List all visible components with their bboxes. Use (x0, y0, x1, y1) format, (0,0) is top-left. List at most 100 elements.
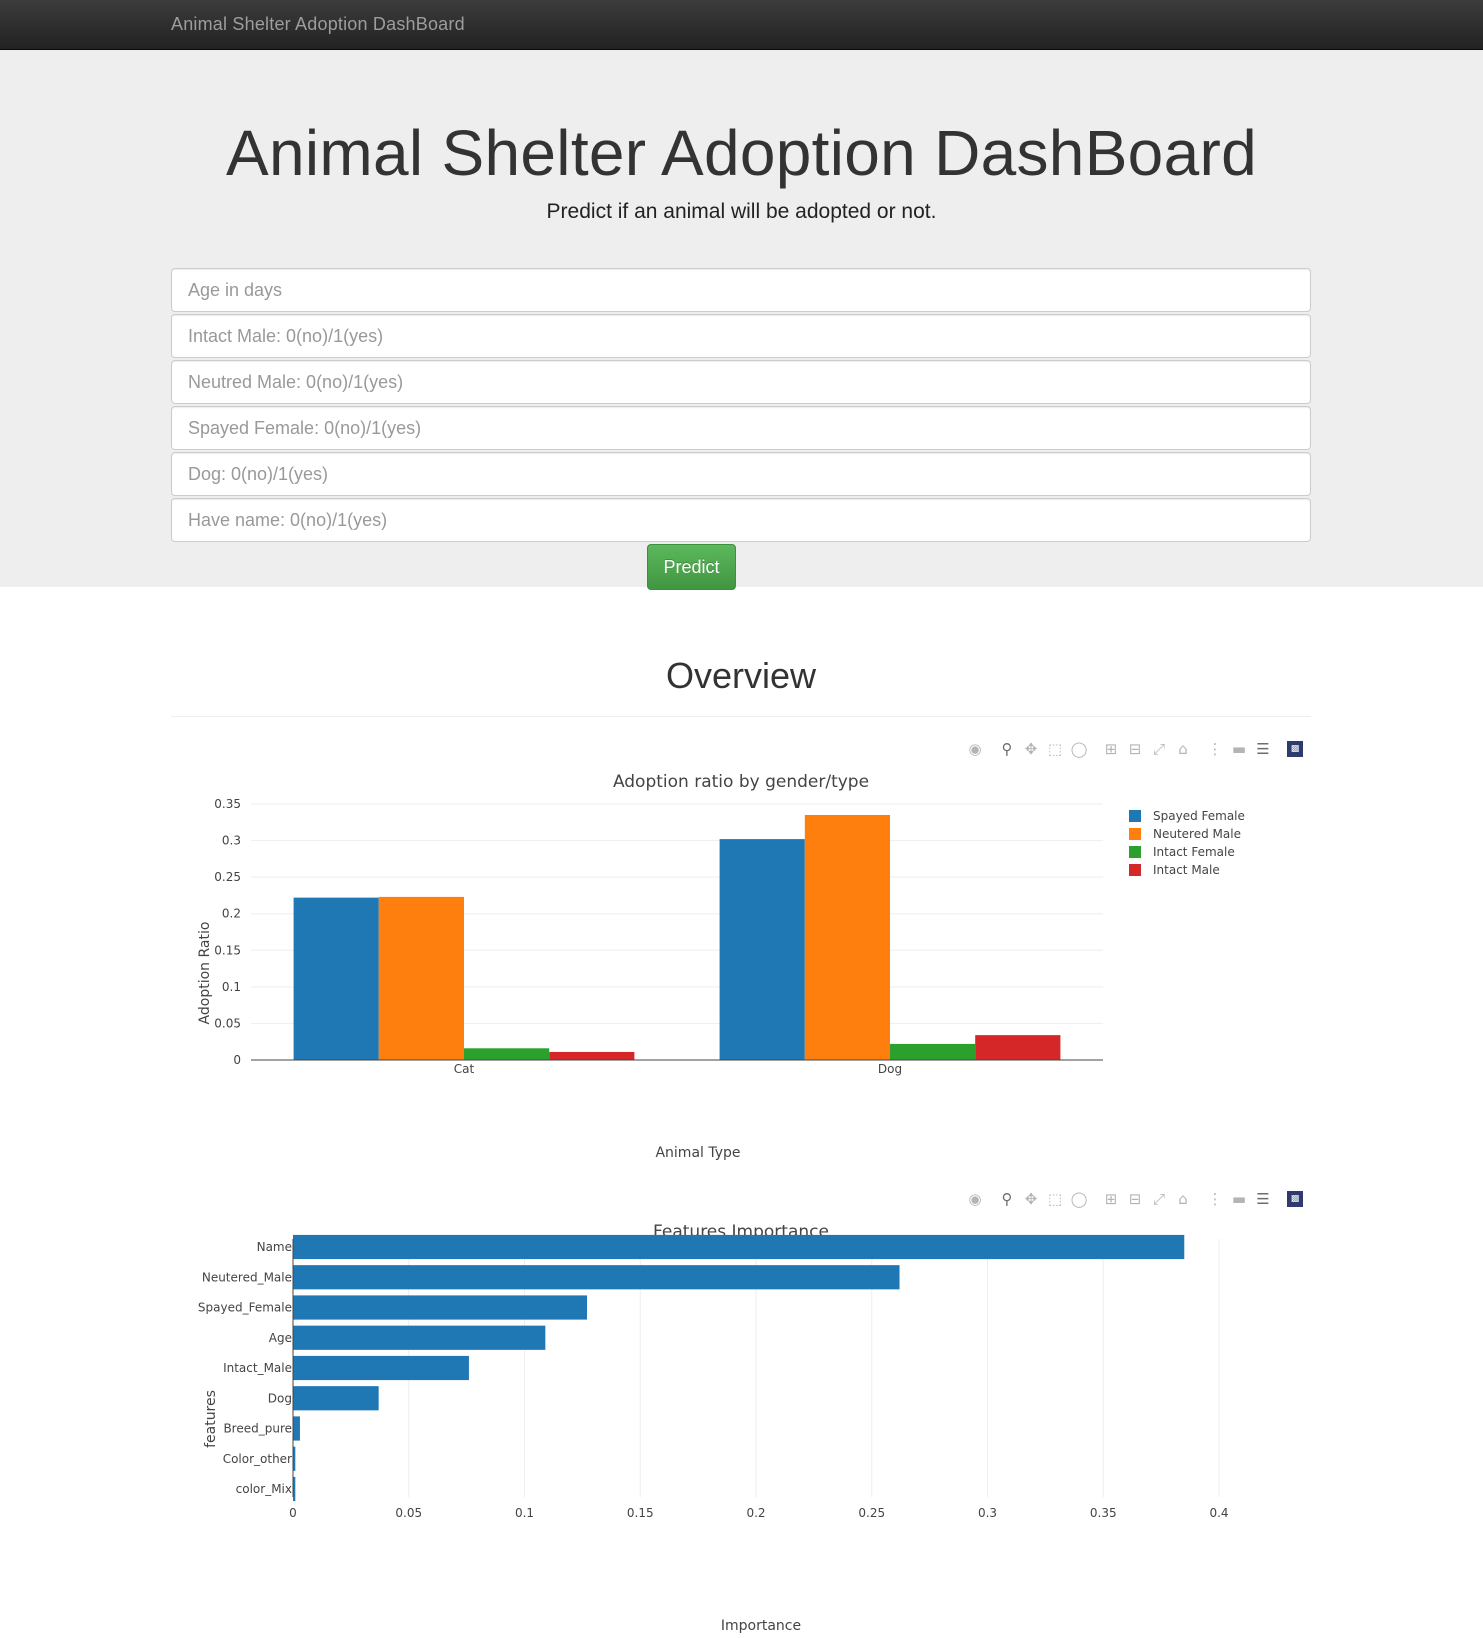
camera-icon[interactable]: ◉ (968, 740, 982, 758)
chart1-ytick-label: 0.3 (222, 834, 241, 848)
chart1-xtick-label: Cat (454, 1062, 475, 1076)
hover-closest-icon[interactable]: ▬ (1231, 1190, 1247, 1208)
chart2-xtick-label: 0.35 (1090, 1506, 1117, 1520)
navbar: Animal Shelter Adoption DashBoard (0, 0, 1483, 50)
zoom-icon[interactable]: ⚲ (1001, 1190, 1013, 1208)
chart2-xtick-label: 0.2 (746, 1506, 765, 1520)
chart2-ytick-label: color_Mix (236, 1482, 292, 1496)
chart1-title: Adoption ratio by gender/type (613, 772, 869, 792)
chart1-bar-intact-male[interactable] (975, 1035, 1061, 1060)
chart1-legend: Spayed Female Neutered Male Intact Female I… (1129, 809, 1245, 877)
have-name-input[interactable] (171, 498, 1311, 542)
hover-compare-icon[interactable]: ☰ (1256, 740, 1270, 758)
chart1-modebar: ◉ ⚲ ✥ ⬚ ◯ ⊞ ⊟ ⤢ ⌂ ⋮ ▬ ☰ ▩ (963, 738, 1307, 760)
chart2-ytick-label: Breed_pure (223, 1422, 292, 1436)
hero-section: Animal Shelter Adoption DashBoard Predic… (0, 50, 1483, 590)
intact-male-input[interactable] (171, 314, 1311, 358)
navbar-brand[interactable]: Animal Shelter Adoption DashBoard (171, 14, 465, 34)
page-subtitle: Predict if an animal will be adopted or … (546, 200, 937, 223)
lasso-icon[interactable]: ◯ (1070, 740, 1088, 758)
chart2-bar-color_other[interactable] (293, 1446, 296, 1471)
chart2-modebar: ◉ ⚲ ✥ ⬚ ◯ ⊞ ⊟ ⤢ ⌂ ⋮ ▬ ☰ ▩ (963, 1188, 1307, 1210)
adoption-ratio-chart: Adoption ratio by gender/type 0 0.05 0.1 0.… (197, 772, 1245, 1161)
chart1-bar-intact-female[interactable] (890, 1043, 976, 1060)
chart2-xtick-label: 0.1 (515, 1506, 534, 1520)
chart2-ytick-label: Neutered_Male (202, 1270, 292, 1284)
pan-icon[interactable]: ✥ (1024, 740, 1038, 758)
autoscale-icon[interactable]: ⤢ (1152, 740, 1165, 758)
chart2-xtick-label: 0.05 (395, 1506, 422, 1520)
chart1-bar-neutered-male[interactable] (378, 896, 464, 1060)
chart2-ytick-label: Name (257, 1240, 292, 1254)
page-title: Animal Shelter Adoption DashBoard (226, 117, 1257, 189)
chart2-xtick-label: 0.4 (1209, 1506, 1228, 1520)
chart2-ylabel: features (203, 1390, 219, 1448)
legend-item-label[interactable]: Neutered Male (1153, 827, 1241, 841)
overview-title: Overview (665, 655, 817, 696)
legend-swatch[interactable] (1129, 846, 1141, 858)
chart1-bar-neutered-male[interactable] (804, 814, 890, 1060)
plotly-logo-icon[interactable]: ▩ (1283, 738, 1307, 760)
autoscale-icon[interactable]: ⤢ (1152, 1190, 1165, 1208)
chart1-ytick-label: 0.1 (222, 980, 241, 994)
hover-compare-icon[interactable]: ☰ (1256, 1190, 1270, 1208)
prediction-form (171, 268, 1311, 544)
spike-lines-icon[interactable]: ⋮ (1207, 1190, 1223, 1208)
chart1-ylabel: Adoption Ratio (197, 922, 213, 1025)
legend-swatch[interactable] (1129, 864, 1141, 876)
zoom-out-icon[interactable]: ⊟ (1128, 1190, 1142, 1208)
box-select-icon[interactable]: ⬚ (1047, 1190, 1063, 1208)
chart1-ytick-label: 0.2 (222, 907, 241, 921)
box-select-icon[interactable]: ⬚ (1047, 740, 1063, 758)
legend-item-label[interactable]: Spayed Female (1153, 809, 1245, 823)
chart1-xlabel: Animal Type (655, 1145, 740, 1161)
plotly-logo-icon[interactable]: ▩ (1283, 1188, 1307, 1210)
dog-input[interactable] (171, 452, 1311, 496)
chart2-ytick-label: Age (269, 1331, 292, 1345)
spike-lines-icon[interactable]: ⋮ (1207, 740, 1223, 758)
zoom-in-icon[interactable]: ⊞ (1104, 1190, 1118, 1208)
chart1-bar-intact-male[interactable] (549, 1051, 635, 1060)
chart1-ytick-label: 0.25 (214, 870, 241, 884)
chart2-xtick-label: 0.25 (858, 1506, 885, 1520)
chart2-bar-intact_male[interactable] (293, 1355, 469, 1381)
overview-section: Overview (171, 655, 1311, 717)
legend-swatch[interactable] (1129, 810, 1141, 822)
features-importance-chart: Features Importance NameNeutered_MaleSpa… (198, 1222, 1229, 1634)
chart1-ytick-label: 0.05 (214, 1016, 241, 1030)
chart2-bar-breed_pure[interactable] (293, 1416, 300, 1441)
camera-icon[interactable]: ◉ (968, 1190, 982, 1208)
legend-item-label[interactable]: Intact Female (1153, 845, 1235, 859)
zoom-in-icon[interactable]: ⊞ (1104, 740, 1118, 758)
age-input[interactable] (171, 268, 1311, 312)
chart1-ytick-label: 0.15 (214, 943, 241, 957)
chart2-bar-age[interactable] (293, 1325, 546, 1350)
neutred-male-input[interactable] (171, 360, 1311, 404)
chart2-ytick-label: Dog (268, 1391, 292, 1405)
chart2-bar-name[interactable] (293, 1234, 1185, 1260)
chart2-bar-color_mix[interactable] (293, 1476, 296, 1502)
chart1-bar-spayed-female[interactable] (719, 839, 805, 1060)
pan-icon[interactable]: ✥ (1024, 1190, 1038, 1208)
chart1-bar-spayed-female[interactable] (293, 897, 379, 1060)
legend-item-label[interactable]: Intact Male (1153, 863, 1220, 877)
chart1-xtick-label: Dog (878, 1062, 902, 1076)
chart1-ytick-label: 0.35 (214, 797, 241, 811)
hover-closest-icon[interactable]: ▬ (1231, 740, 1247, 758)
chart2-bar-neutered_male[interactable] (293, 1265, 900, 1290)
zoom-out-icon[interactable]: ⊟ (1128, 740, 1142, 758)
chart2-ytick-label: Spayed_Female (198, 1301, 292, 1315)
chart2-xtick-label: 0.3 (978, 1506, 997, 1520)
chart2-xlabel: Importance (721, 1618, 801, 1634)
chart2-bar-dog[interactable] (293, 1386, 379, 1411)
chart2-bar-spayed_female[interactable] (293, 1295, 588, 1320)
predict-button[interactable]: Predict (647, 544, 736, 590)
reset-axes-icon[interactable]: ⌂ (1178, 1190, 1188, 1208)
chart1-bar-intact-female[interactable] (464, 1048, 550, 1060)
zoom-icon[interactable]: ⚲ (1001, 740, 1013, 758)
legend-swatch[interactable] (1129, 828, 1141, 840)
lasso-icon[interactable]: ◯ (1070, 1190, 1088, 1208)
chart2-ytick-label: Intact_Male (223, 1361, 292, 1375)
spayed-female-input[interactable] (171, 406, 1311, 450)
reset-axes-icon[interactable]: ⌂ (1178, 740, 1188, 758)
